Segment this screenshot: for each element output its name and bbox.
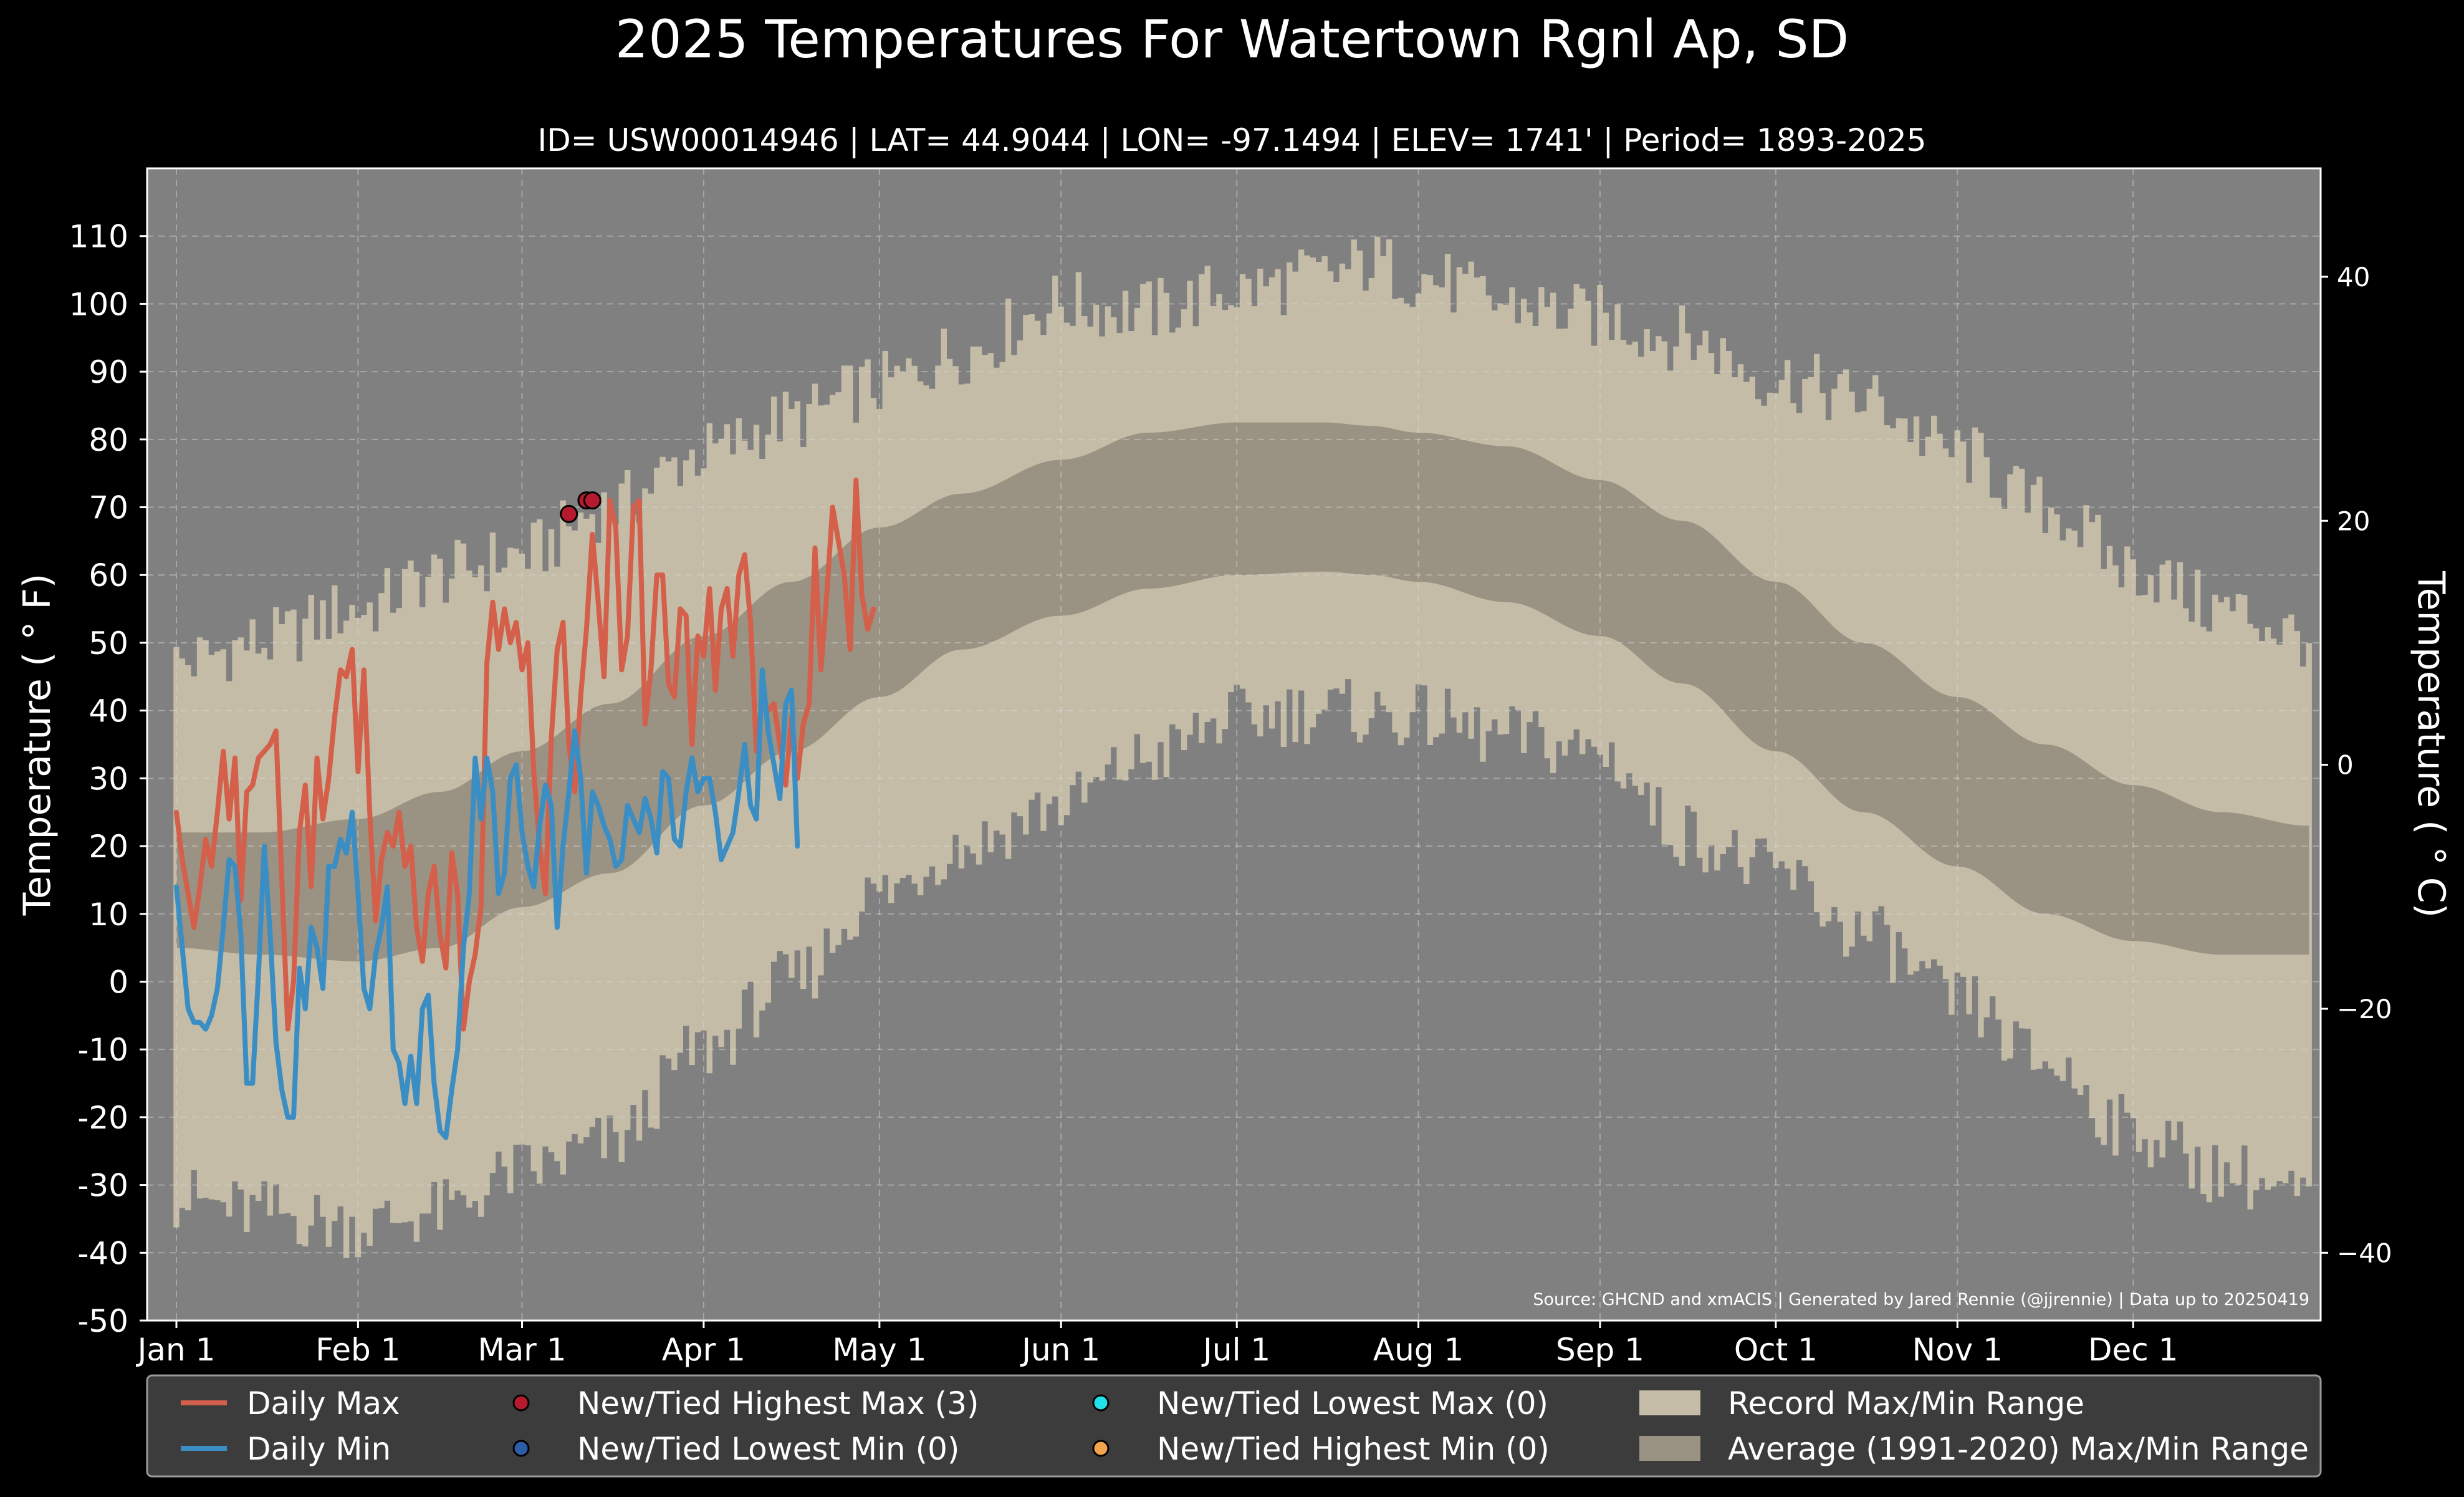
x-tick-label: Jan 1	[136, 1332, 216, 1368]
y-tick-label: 60	[89, 557, 128, 594]
series-line-daily-min	[174, 667, 800, 1140]
plot-frame	[146, 167, 2322, 1322]
chart-subtitle: ID= USW00014946 | LAT= 44.9044 | LON= -9…	[537, 122, 1927, 158]
x-tick-label: Dec 1	[2088, 1332, 2178, 1368]
x-tick-label: Apr 1	[662, 1332, 745, 1368]
y2-tick-label: −20	[2337, 994, 2392, 1024]
y-tick-label: 80	[89, 422, 128, 458]
y-tick-label: -30	[77, 1168, 128, 1204]
record-high-marker	[583, 491, 602, 510]
y-tick-label: 50	[89, 625, 128, 662]
y-tick-label: 20	[89, 829, 128, 865]
legend-marker-new-tied-lowest-max-0	[1092, 1394, 1110, 1412]
source-note: Source: GHCND and xmACIS | Generated by …	[1533, 1290, 2309, 1309]
marker-layer	[560, 491, 602, 523]
legend-patch-average-1991-2020-max-min-range	[1639, 1436, 1700, 1461]
legend-label-new-tied-lowest-min-0: New/Tied Lowest Min (0)	[577, 1431, 959, 1467]
y-tick-label: 40	[89, 693, 128, 729]
x-tick-label: May 1	[832, 1332, 926, 1368]
record-high-marker	[560, 504, 578, 523]
y-tick-label: 110	[69, 219, 128, 255]
x-tick-label: Nov 1	[1912, 1332, 2003, 1368]
grid-layer	[147, 168, 2321, 1321]
x-tick-label: Aug 1	[1373, 1332, 1464, 1368]
legend-label-new-tied-highest-max-3: New/Tied Highest Max (3)	[577, 1385, 979, 1422]
y-axis-label-left: Temperature ( ° F)	[16, 574, 59, 917]
legend-patch-record-max-min-range	[1639, 1390, 1700, 1415]
legend-label-daily-min: Daily Min	[247, 1431, 391, 1467]
record-range-band	[173, 236, 2312, 1258]
legend-label-new-tied-lowest-max-0: New/Tied Lowest Max (0)	[1157, 1385, 1548, 1422]
y2-tick-label: −40	[2337, 1238, 2392, 1268]
y2-tick-label: 20	[2337, 506, 2370, 536]
axis-layer: -50 -40 -30 -20 -10 0 10 20 30 40 50 60 70 80 90 100 110…	[69, 219, 2392, 1368]
y-tick-label: 100	[69, 286, 128, 322]
y-tick-label: -50	[77, 1303, 128, 1339]
legend-marker-new-tied-highest-min-0	[1092, 1440, 1110, 1457]
legend-label-daily-max: Daily Max	[247, 1385, 400, 1422]
x-tick-label: Oct 1	[1734, 1332, 1818, 1368]
y-tick-label: -40	[77, 1235, 128, 1271]
y2-tick-label: 40	[2337, 262, 2370, 292]
y-tick-label: -20	[77, 1100, 128, 1136]
x-tick-label: Jul 1	[1201, 1332, 1270, 1368]
legend-marker-new-tied-lowest-min-0	[512, 1440, 530, 1457]
series-layer	[174, 478, 876, 1140]
y2-tick-label: 0	[2337, 750, 2354, 781]
y-tick-label: 0	[108, 964, 128, 1000]
y-tick-label: 10	[89, 897, 128, 933]
x-tick-label: Jun 1	[1020, 1332, 1100, 1368]
x-tick-label: Feb 1	[315, 1332, 400, 1368]
legend-marker-new-tied-highest-max-3	[512, 1394, 530, 1412]
x-tick-label: Sep 1	[1556, 1332, 1644, 1368]
y-tick-label: 70	[89, 490, 128, 526]
legend-label-record-max-min-range: Record Max/Min Range	[1728, 1385, 2084, 1422]
legend-box	[146, 1374, 2322, 1478]
y-axis-label-right: Temperature ( ° C)	[2409, 570, 2453, 918]
y-tick-label: 90	[89, 354, 128, 390]
legend-label-average-1991-2020-max-min-range: Average (1991-2020) Max/Min Range	[1728, 1431, 2309, 1467]
chart-title: 2025 Temperatures For Watertown Rgnl Ap,…	[615, 9, 1849, 70]
y-tick-label: -10	[77, 1032, 128, 1068]
x-tick-label: Mar 1	[478, 1332, 567, 1368]
legend-label-new-tied-highest-min-0: New/Tied Highest Min (0)	[1157, 1431, 1550, 1467]
legend: Daily Max Daily Min New/Tied Highest Max (…	[146, 1374, 2322, 1478]
y-tick-label: 30	[89, 761, 128, 797]
